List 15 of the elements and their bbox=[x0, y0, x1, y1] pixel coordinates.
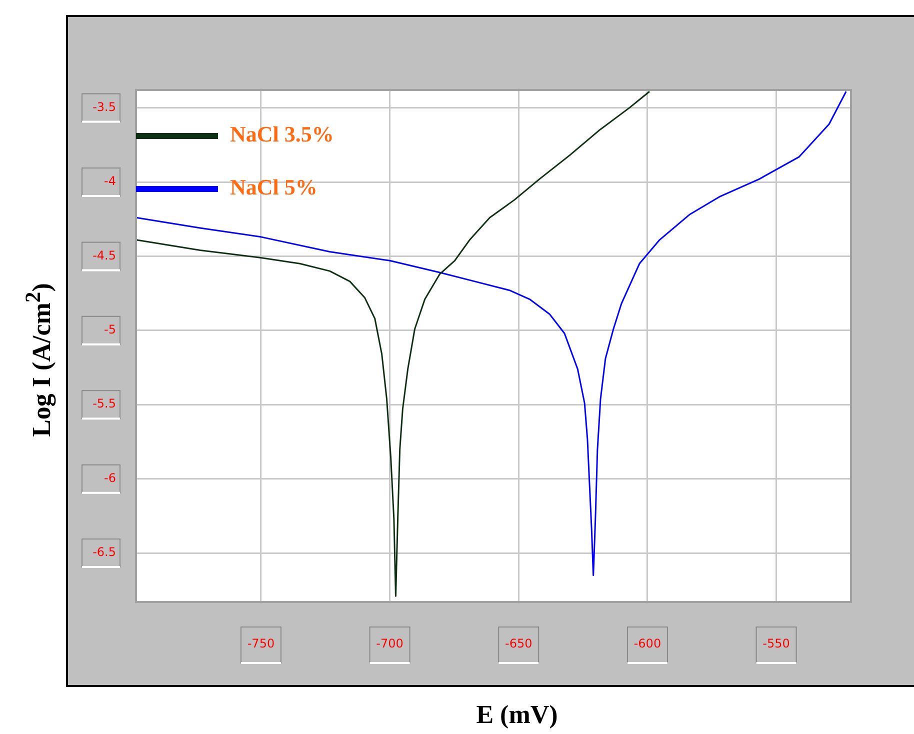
y-tick-label: -6 bbox=[104, 470, 116, 485]
legend-label: NaCl 5% bbox=[230, 174, 318, 200]
y-tick-label: -6.5 bbox=[92, 545, 116, 560]
x-axis-title: E (mV) bbox=[475, 700, 559, 730]
x-tick-label: -700 bbox=[376, 636, 404, 650]
x-tick-label: -650 bbox=[505, 636, 532, 650]
x-tick-label: -600 bbox=[634, 636, 662, 650]
y-tick-label: -5.5 bbox=[92, 396, 116, 411]
y-tick-label: -4 bbox=[104, 174, 116, 188]
y-tick-label: -5 bbox=[104, 322, 116, 337]
x-tick-label: -550 bbox=[762, 636, 790, 650]
y-tick-label: -3.5 bbox=[92, 100, 116, 114]
y-tick-label: -4.5 bbox=[92, 248, 116, 262]
x-tick-label: -750 bbox=[247, 636, 275, 650]
legend-label: NaCl 3.5% bbox=[230, 122, 334, 147]
